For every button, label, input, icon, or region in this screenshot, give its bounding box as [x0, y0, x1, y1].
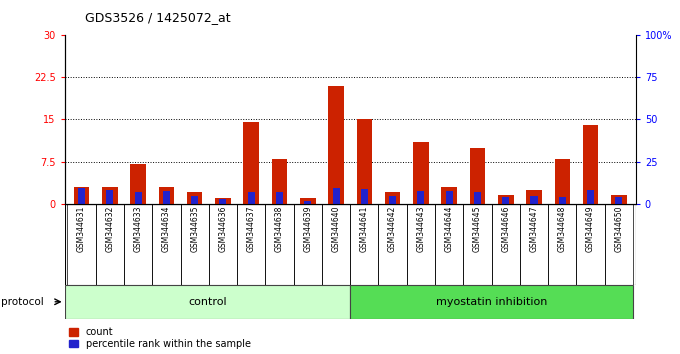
Bar: [520, 204, 548, 285]
Text: GSM344640: GSM344640: [332, 206, 341, 252]
Bar: [328, 86, 344, 204]
Bar: [445, 191, 453, 204]
Bar: [276, 192, 283, 204]
Bar: [322, 204, 350, 285]
Bar: [605, 204, 633, 285]
Bar: [526, 189, 542, 204]
Text: GSM344637: GSM344637: [247, 206, 256, 252]
Bar: [124, 204, 152, 285]
Text: GSM344648: GSM344648: [558, 206, 566, 252]
Text: GSM344636: GSM344636: [218, 206, 227, 252]
Bar: [577, 204, 605, 285]
Text: GSM344649: GSM344649: [586, 206, 595, 252]
Bar: [220, 199, 226, 204]
Bar: [418, 191, 424, 204]
Bar: [587, 190, 594, 204]
Bar: [243, 122, 259, 204]
Bar: [407, 204, 435, 285]
Bar: [554, 159, 570, 204]
Text: GSM344639: GSM344639: [303, 206, 312, 252]
Bar: [611, 195, 626, 204]
Text: GSM344650: GSM344650: [614, 206, 624, 252]
Bar: [361, 189, 368, 204]
Bar: [180, 204, 209, 285]
Bar: [65, 285, 350, 319]
Bar: [272, 159, 287, 204]
Text: GSM344646: GSM344646: [501, 206, 510, 252]
Bar: [530, 196, 537, 204]
Bar: [503, 197, 509, 204]
Bar: [474, 192, 481, 204]
Bar: [265, 204, 294, 285]
Bar: [158, 187, 174, 204]
Bar: [470, 148, 486, 204]
Text: GSM344638: GSM344638: [275, 206, 284, 252]
Bar: [74, 187, 89, 204]
Text: control: control: [188, 297, 226, 307]
Bar: [131, 164, 146, 204]
Bar: [379, 204, 407, 285]
Text: GSM344632: GSM344632: [105, 206, 114, 252]
Text: GSM344633: GSM344633: [134, 206, 143, 252]
Bar: [300, 198, 316, 204]
Bar: [78, 188, 85, 204]
Bar: [356, 120, 372, 204]
Text: GSM344634: GSM344634: [162, 206, 171, 252]
Bar: [389, 196, 396, 204]
Bar: [215, 198, 231, 204]
Bar: [152, 204, 180, 285]
Text: GSM344647: GSM344647: [530, 206, 539, 252]
Bar: [583, 125, 598, 204]
Bar: [248, 192, 255, 204]
Bar: [413, 142, 428, 204]
Bar: [350, 285, 633, 319]
Bar: [67, 204, 96, 285]
Bar: [615, 197, 622, 204]
Bar: [237, 204, 265, 285]
Bar: [135, 192, 141, 204]
Bar: [209, 204, 237, 285]
Bar: [191, 196, 198, 204]
Bar: [163, 191, 170, 204]
Text: GSM344635: GSM344635: [190, 206, 199, 252]
Bar: [441, 187, 457, 204]
Bar: [96, 204, 124, 285]
Bar: [463, 204, 492, 285]
Bar: [435, 204, 463, 285]
Bar: [498, 195, 513, 204]
Bar: [106, 190, 114, 204]
Bar: [294, 204, 322, 285]
Text: GSM344643: GSM344643: [416, 206, 426, 252]
Text: GSM344645: GSM344645: [473, 206, 482, 252]
Text: myostatin inhibition: myostatin inhibition: [436, 297, 547, 307]
Text: protocol: protocol: [1, 297, 44, 307]
Bar: [385, 192, 401, 204]
Bar: [559, 197, 566, 204]
Bar: [102, 187, 118, 204]
Bar: [304, 201, 311, 204]
Text: GSM344631: GSM344631: [77, 206, 86, 252]
Text: GDS3526 / 1425072_at: GDS3526 / 1425072_at: [85, 11, 231, 24]
Legend: count, percentile rank within the sample: count, percentile rank within the sample: [69, 327, 251, 349]
Bar: [548, 204, 577, 285]
Bar: [350, 204, 379, 285]
Text: GSM344642: GSM344642: [388, 206, 397, 252]
Text: GSM344644: GSM344644: [445, 206, 454, 252]
Bar: [333, 188, 339, 204]
Bar: [187, 192, 203, 204]
Bar: [492, 204, 520, 285]
Text: GSM344641: GSM344641: [360, 206, 369, 252]
